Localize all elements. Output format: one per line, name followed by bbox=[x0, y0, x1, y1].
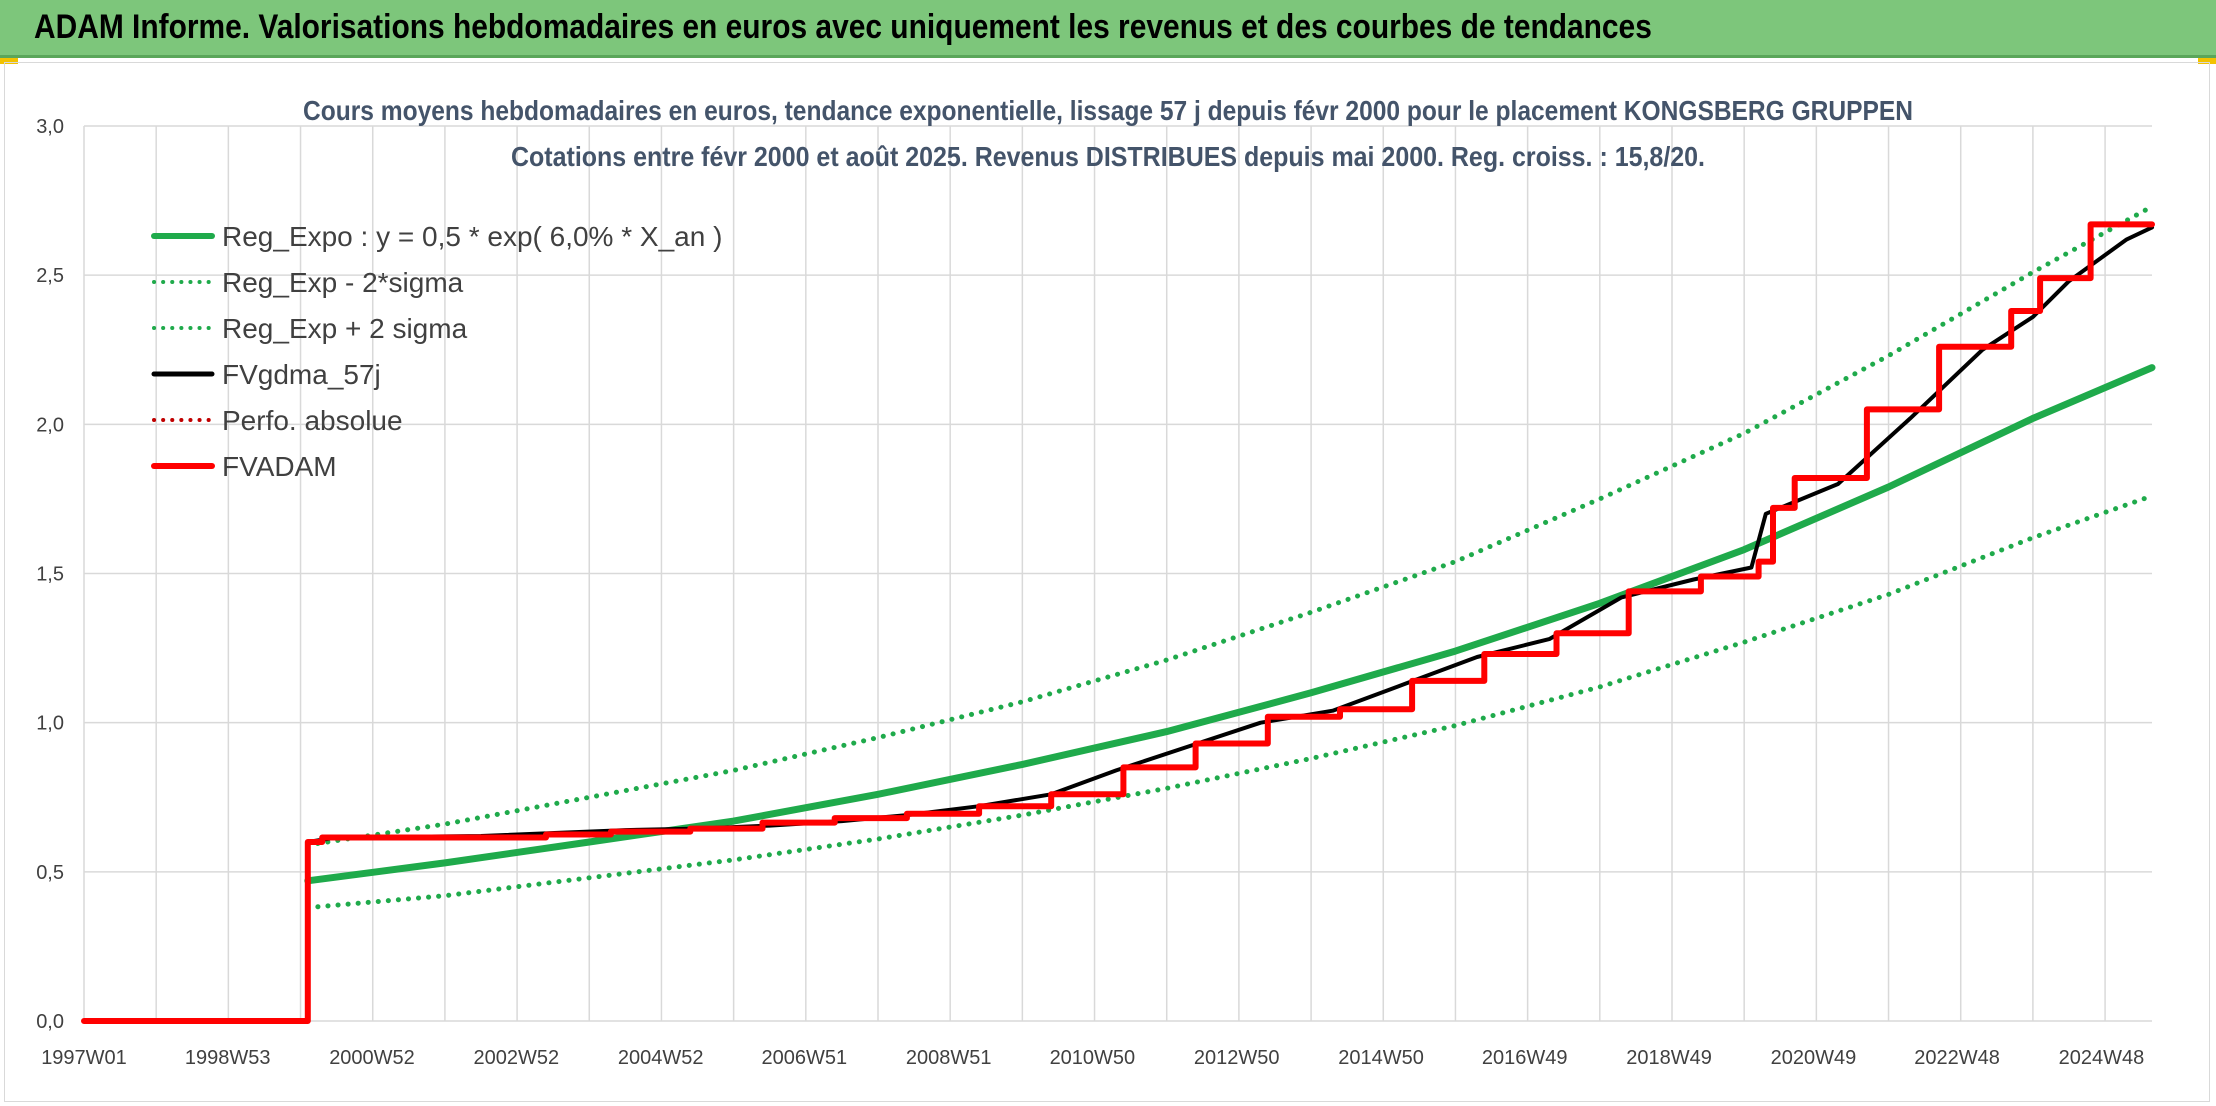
series-line-3 bbox=[82, 225, 2154, 1023]
y-tick-label: 2,0 bbox=[36, 414, 64, 436]
x-tick-label: 2016W49 bbox=[1482, 1047, 1568, 1069]
legend-label: Reg_Exp - 2*sigma bbox=[222, 267, 464, 298]
series-line-0 bbox=[304, 364, 2156, 885]
x-tick-label: 1998W53 bbox=[185, 1047, 271, 1069]
y-axis-ticks: 0,0 0,5 1,0 1,5 2,0 2,5 3,0 bbox=[36, 116, 64, 1033]
x-tick-label: 2018W49 bbox=[1626, 1047, 1712, 1069]
series-line-5 bbox=[81, 221, 2155, 1024]
x-axis-ticks: 1997W01 1998W53 2000W52 2002W52 2004W52 2006W… bbox=[41, 1047, 2144, 1069]
x-tick-label: 1997W01 bbox=[41, 1047, 127, 1069]
x-tick-label: 2000W52 bbox=[329, 1047, 415, 1069]
y-tick-label: 0,0 bbox=[36, 1011, 64, 1033]
x-tick-label: 2004W52 bbox=[618, 1047, 704, 1069]
y-tick-label: 3,0 bbox=[36, 116, 64, 138]
y-tick-label: 1,5 bbox=[36, 564, 64, 586]
legend-label: Reg_Expo : y = 0,5 * exp( 6,0% * X_an ) bbox=[222, 221, 722, 252]
legend-label: Perfo. absolue bbox=[222, 405, 403, 436]
series-line-1 bbox=[305, 493, 2155, 911]
x-tick-label: 2008W51 bbox=[906, 1047, 992, 1069]
x-tick-label: 2002W52 bbox=[474, 1047, 560, 1069]
x-tick-label: 2014W50 bbox=[1338, 1047, 1424, 1069]
x-tick-label: 2012W50 bbox=[1194, 1047, 1280, 1069]
series-layer bbox=[81, 204, 2156, 1024]
x-tick-label: 2006W51 bbox=[762, 1047, 848, 1069]
chart-subtitle: Cotations entre févr 2000 et août 2025. … bbox=[511, 141, 1705, 172]
legend: Reg_Expo : y = 0,5 * exp( 6,0% * X_an ) R… bbox=[151, 221, 722, 482]
grid-lines bbox=[83, 125, 2152, 1022]
x-tick-label: 2022W48 bbox=[1914, 1047, 2000, 1069]
report-title: ADAM Informe. Valorisations hebdomadaire… bbox=[34, 8, 1652, 46]
x-tick-label: 2024W48 bbox=[2059, 1047, 2145, 1069]
y-tick-label: 1,0 bbox=[36, 713, 64, 735]
chart-frame bbox=[4, 62, 2210, 1102]
chart-title: Cours moyens hebdomadaires en euros, ten… bbox=[303, 95, 1913, 126]
corner-marker-left bbox=[0, 58, 18, 64]
legend-label: FVgdma_57j bbox=[222, 359, 381, 390]
legend-label: Reg_Exp + 2 sigma bbox=[222, 313, 468, 344]
legend-label: FVADAM bbox=[222, 451, 337, 482]
corner-marker-right bbox=[2198, 58, 2216, 64]
series-line-2 bbox=[305, 204, 2155, 848]
y-tick-label: 0,5 bbox=[36, 862, 64, 884]
x-tick-label: 2020W49 bbox=[1771, 1047, 1857, 1069]
report-banner: ADAM Informe. Valorisations hebdomadaire… bbox=[0, 0, 2216, 58]
x-tick-label: 2010W50 bbox=[1050, 1047, 1136, 1069]
y-tick-label: 2,5 bbox=[36, 265, 64, 287]
